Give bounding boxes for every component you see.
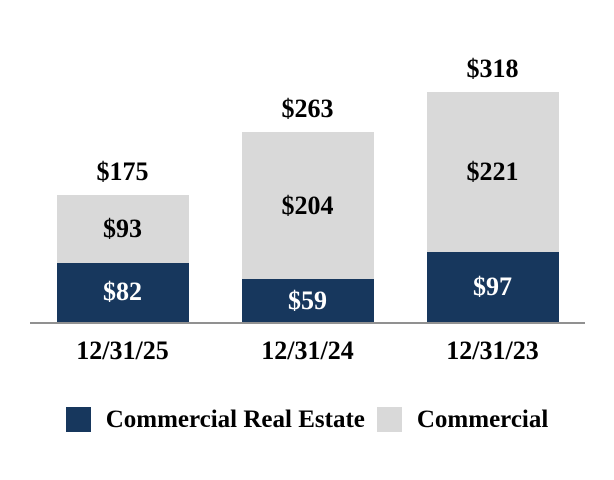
segment-commercial-real-estate: $82 bbox=[56, 262, 189, 322]
legend-label-commercial-real-estate: Commercial Real Estate bbox=[105, 406, 365, 433]
segment-commercial-real-estate: $59 bbox=[241, 279, 374, 322]
total-label: $263 bbox=[281, 93, 334, 123]
segment-commercial-real-estate: $97 bbox=[426, 251, 559, 322]
segment-value-label: $93 bbox=[103, 214, 142, 244]
bar-column-12-31-23: $318 $221 $97 bbox=[400, 56, 585, 322]
segment-value-label: $97 bbox=[473, 271, 512, 301]
x-axis-line bbox=[30, 322, 585, 324]
x-axis-labels: 12/31/25 12/31/24 12/31/23 bbox=[30, 338, 585, 364]
plot-area: $175 $93 $82 $263 $204 $59 $318 $221 $97 bbox=[30, 56, 585, 322]
x-axis-label-12-31-25: 12/31/25 bbox=[76, 336, 169, 365]
legend-label-commercial: Commercial bbox=[416, 406, 549, 433]
total-label: $318 bbox=[466, 54, 519, 84]
legend-swatch-commercial-real-estate bbox=[65, 407, 91, 432]
legend-swatch-commercial bbox=[376, 407, 402, 432]
bar-column-12-31-24: $263 $204 $59 bbox=[215, 93, 400, 322]
total-label: $175 bbox=[96, 157, 149, 187]
segment-value-label: $59 bbox=[288, 285, 327, 315]
segment-commercial: $204 bbox=[241, 131, 374, 280]
segment-value-label: $221 bbox=[466, 156, 519, 186]
x-axis-label-12-31-23: 12/31/23 bbox=[446, 336, 539, 365]
segment-value-label: $204 bbox=[281, 190, 334, 220]
bar-column-12-31-25: $175 $93 $82 bbox=[30, 159, 215, 322]
segment-commercial: $93 bbox=[56, 195, 189, 263]
x-axis-label-12-31-24: 12/31/24 bbox=[261, 336, 354, 365]
segment-value-label: $82 bbox=[103, 277, 142, 307]
segment-commercial: $221 bbox=[426, 92, 559, 252]
legend: Commercial Real Estate Commercial bbox=[0, 407, 614, 432]
